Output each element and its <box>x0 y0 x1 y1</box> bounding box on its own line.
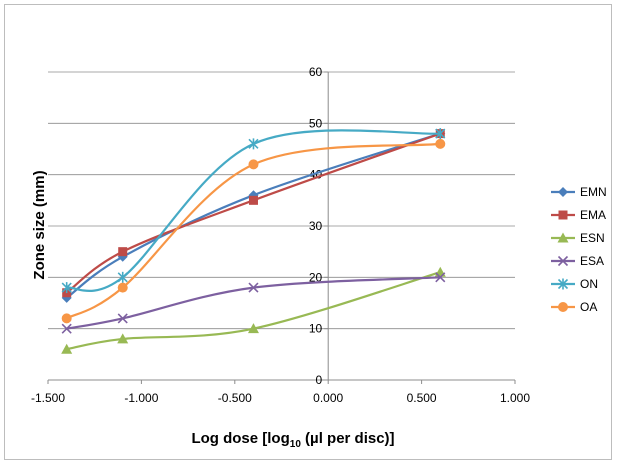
data-point-esa-1-stroke-b <box>61 323 72 334</box>
data-point-esa-4-stroke-b <box>435 272 446 283</box>
x-tick-label-0.500: 0.500 <box>407 391 437 405</box>
data-point-oa-1 <box>61 313 72 324</box>
data-point-esa-2 <box>117 313 128 324</box>
series-oa <box>61 138 446 324</box>
legend-marker-esn <box>557 232 569 243</box>
y-tick-label-10: 10 <box>309 322 323 336</box>
legend-marker-on <box>557 278 569 290</box>
legend-label-oa: OA <box>580 300 597 314</box>
legend-item-on: ON <box>551 277 598 291</box>
x-axis-title-tail: (µl per disc)] <box>301 430 395 447</box>
data-point-on-2 <box>117 271 128 283</box>
x-axis-title-subscript: 10 <box>290 439 302 450</box>
data-point-esn-1 <box>61 343 73 354</box>
series-line-emn <box>66 132 441 299</box>
data-point-ema-2 <box>118 247 128 257</box>
y-tick-label-60: 60 <box>309 65 323 79</box>
data-point-esa-3-stroke-b <box>248 282 259 293</box>
series-lines <box>61 128 446 354</box>
legend-label-emn: EMN <box>580 185 607 199</box>
x-tick-label-0.000: 0.000 <box>313 391 343 405</box>
data-point-esn-3 <box>247 323 259 334</box>
legend-item-oa: OA <box>551 300 597 314</box>
data-point-ema-3 <box>248 195 258 205</box>
legend-marker-emn <box>558 187 568 197</box>
legend-label-on: ON <box>580 277 598 291</box>
data-point-oa-4 <box>435 138 446 149</box>
series-line-esa <box>66 276 441 330</box>
data-point-esn-4 <box>434 266 446 277</box>
data-point-esa-4 <box>435 272 446 283</box>
legend-item-esa: ESA <box>551 254 604 268</box>
x-tick-label-1.000: 1.000 <box>500 391 530 405</box>
y-axis-title: Zone size (mm) <box>31 170 48 279</box>
data-point-esa-2-stroke-b <box>117 313 128 324</box>
series-line-esn <box>66 271 441 351</box>
chart-area <box>4 4 612 460</box>
legend: EMN EMA ESN ESA ON OA <box>551 185 607 314</box>
x-axis-title: Log dose [log10 (µl per disc)] <box>191 430 394 450</box>
series-emn <box>61 128 446 303</box>
legend-marker-oa <box>558 302 568 312</box>
legend-label-esn: ESN <box>580 231 605 245</box>
x-tick-label--1.500: -1.500 <box>31 391 65 405</box>
legend-label-ema: EMA <box>580 208 606 222</box>
legend-marker-esa-stroke-b <box>557 255 569 267</box>
series-ema <box>62 129 445 298</box>
axes <box>47 71 516 384</box>
legend-item-ema: EMA <box>551 208 606 222</box>
data-point-on-4 <box>435 128 446 140</box>
x-axis-title-main: Log dose [log <box>191 430 289 447</box>
legend-marker-ema <box>558 210 568 220</box>
legend-label-esa: ESA <box>580 254 604 268</box>
series-esa <box>61 272 446 334</box>
data-point-esn-2 <box>117 333 129 344</box>
legend-item-emn: EMN <box>551 185 607 199</box>
series-line-on <box>66 129 441 293</box>
y-tick-label-0: 0 <box>316 373 323 387</box>
x-tick-label--0.500: -0.500 <box>218 391 252 405</box>
data-point-oa-3 <box>248 159 259 170</box>
y-tick-label-30: 30 <box>309 219 323 233</box>
data-point-on-3 <box>248 138 259 150</box>
data-point-on-1 <box>61 282 72 294</box>
y-tick-label-20: 20 <box>309 270 323 284</box>
x-tick-label--1.000: -1.000 <box>124 391 158 405</box>
data-point-oa-2 <box>117 282 128 293</box>
y-tick-label-50: 50 <box>309 116 323 130</box>
data-point-esa-3 <box>248 282 259 293</box>
series-on <box>61 128 446 294</box>
series-line-oa <box>66 142 441 320</box>
series-line-ema <box>66 132 441 294</box>
legend-item-esn: ESN <box>551 231 605 245</box>
data-point-esa-1 <box>61 323 72 334</box>
legend-marker-esa <box>557 255 569 267</box>
